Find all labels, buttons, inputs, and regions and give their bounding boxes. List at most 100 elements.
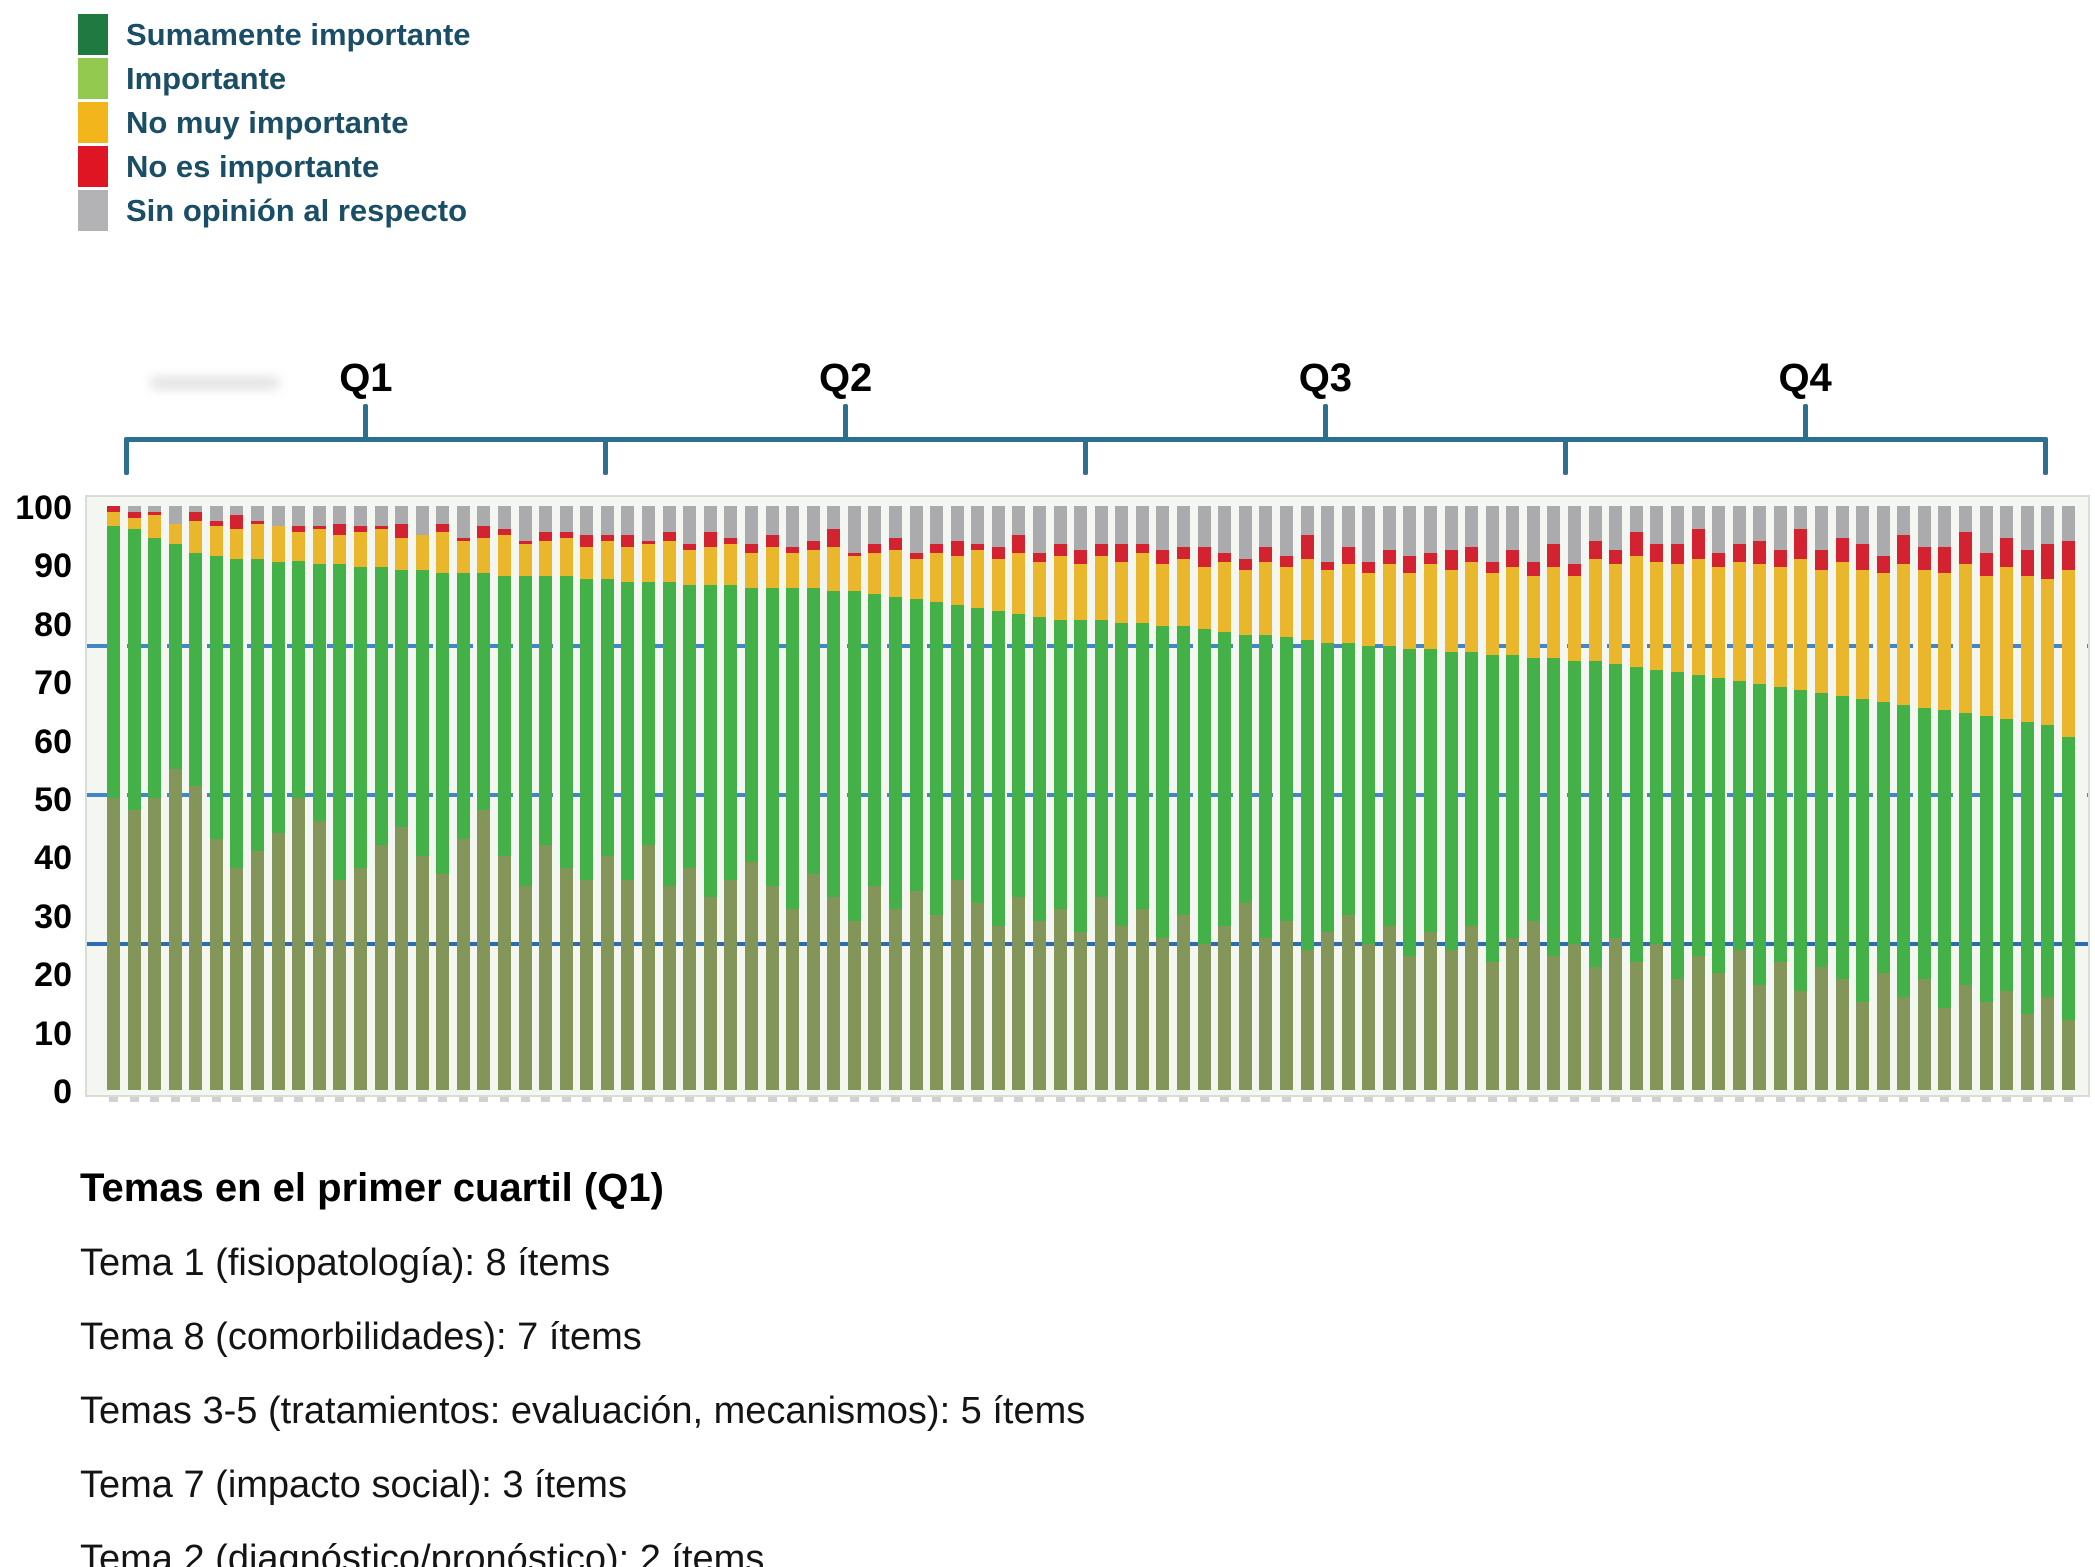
bar-32-seg-2 bbox=[765, 546, 779, 588]
bar-34-seg-3 bbox=[806, 541, 820, 550]
bar-36 bbox=[847, 506, 861, 1102]
bar-72 bbox=[1588, 506, 1602, 1102]
bar-25 bbox=[621, 506, 635, 1102]
bar-17-seg-4 bbox=[456, 506, 470, 539]
bar-90-seg-2 bbox=[1959, 564, 1973, 714]
quartile-label-Q4: Q4 bbox=[1778, 356, 1832, 400]
bar-67-seg-2 bbox=[1485, 573, 1499, 655]
bar-80 bbox=[1753, 506, 1767, 1102]
bar-90-seg-0 bbox=[1959, 984, 1973, 1090]
bar-22-seg-0 bbox=[559, 868, 573, 1090]
bar-30-seg-4 bbox=[724, 506, 738, 539]
x-tickmark-83 bbox=[1816, 1097, 1826, 1102]
bar-69-seg-1 bbox=[1526, 657, 1540, 921]
bar-88-seg-0 bbox=[1917, 979, 1931, 1090]
bar-50-seg-3 bbox=[1135, 543, 1149, 553]
y-tick-100: 100 bbox=[15, 489, 72, 527]
bar-57-seg-2 bbox=[1279, 567, 1293, 638]
footnotes: Temas en el primer cuartil (Q1) Tema 1 (… bbox=[80, 1166, 1085, 1567]
bar-89-seg-1 bbox=[1938, 710, 1952, 1009]
bar-28 bbox=[683, 506, 697, 1102]
bar-18-seg-1 bbox=[477, 573, 491, 810]
bar-35-seg-0 bbox=[827, 897, 841, 1090]
bar-20-seg-0 bbox=[518, 885, 532, 1090]
bar-45-seg-0 bbox=[1033, 920, 1047, 1090]
bar-57-seg-1 bbox=[1279, 637, 1293, 921]
bar-68-seg-0 bbox=[1506, 938, 1520, 1090]
bar-66-seg-3 bbox=[1465, 546, 1479, 562]
bar-45-seg-3 bbox=[1033, 552, 1047, 562]
bar-0-seg-3 bbox=[107, 506, 120, 512]
bar-4 bbox=[189, 506, 203, 1102]
bar-39-seg-3 bbox=[909, 552, 923, 559]
x-tickmark-84 bbox=[1837, 1097, 1847, 1102]
bar-47-seg-4 bbox=[1074, 506, 1088, 550]
legend-swatch-3 bbox=[78, 146, 108, 187]
bar-39-seg-4 bbox=[909, 506, 923, 553]
bar-22-seg-2 bbox=[559, 538, 573, 577]
bar-88-seg-4 bbox=[1917, 506, 1931, 547]
bar-37-seg-0 bbox=[868, 885, 882, 1090]
bar-52-seg-1 bbox=[1177, 625, 1191, 915]
legend-item-1: Importante bbox=[78, 58, 471, 99]
x-tickmark-80 bbox=[1755, 1097, 1765, 1102]
bar-43 bbox=[991, 506, 1005, 1102]
bar-2-seg-2 bbox=[148, 514, 162, 539]
bar-21-seg-3 bbox=[539, 532, 553, 542]
footnotes-list: Tema 1 (fisiopatología): 8 ítems Tema 8 (… bbox=[80, 1242, 1085, 1567]
bar-86-seg-0 bbox=[1876, 973, 1890, 1090]
x-tickmark-36 bbox=[849, 1097, 859, 1102]
bar-7-seg-0 bbox=[251, 850, 265, 1090]
bar-16-seg-1 bbox=[436, 573, 450, 874]
quartile-label-Q3: Q3 bbox=[1298, 356, 1353, 400]
x-tickmark-54 bbox=[1220, 1097, 1230, 1102]
bar-31-seg-3 bbox=[744, 544, 758, 553]
bar-32-seg-0 bbox=[765, 885, 779, 1090]
bar-15-seg-1 bbox=[415, 570, 429, 857]
bar-83 bbox=[1814, 506, 1828, 1102]
bar-2-seg-1 bbox=[148, 538, 162, 798]
bar-49-seg-1 bbox=[1115, 622, 1129, 927]
bar-8-seg-4 bbox=[271, 506, 285, 527]
bar-55 bbox=[1238, 506, 1252, 1102]
bar-52-seg-0 bbox=[1177, 914, 1191, 1090]
x-tickmark-9 bbox=[294, 1097, 304, 1102]
bar-50-seg-0 bbox=[1135, 908, 1149, 1090]
bar-75-seg-4 bbox=[1650, 506, 1664, 544]
bar-91-seg-1 bbox=[1979, 716, 1993, 1003]
bar-90-seg-4 bbox=[1959, 506, 1973, 533]
bar-9-seg-3 bbox=[292, 526, 306, 533]
bar-14-seg-2 bbox=[395, 538, 409, 571]
x-tickmark-11 bbox=[335, 1097, 345, 1102]
bar-23-seg-1 bbox=[580, 579, 594, 880]
x-tickmark-59 bbox=[1323, 1097, 1333, 1102]
y-tick-50: 50 bbox=[34, 781, 72, 819]
bar-91-seg-2 bbox=[1979, 576, 1993, 717]
bar-68-seg-3 bbox=[1506, 549, 1520, 568]
x-tickmark-44 bbox=[1014, 1097, 1024, 1102]
bar-18-seg-3 bbox=[477, 526, 491, 539]
x-tickmark-23 bbox=[582, 1097, 592, 1102]
bar-52-seg-3 bbox=[1177, 546, 1191, 559]
bar-66-seg-1 bbox=[1465, 652, 1479, 927]
bar-81-seg-4 bbox=[1773, 506, 1787, 550]
bar-74-seg-4 bbox=[1629, 506, 1643, 533]
bar-26-seg-0 bbox=[642, 844, 656, 1090]
bar-41 bbox=[950, 506, 964, 1102]
bar-61 bbox=[1362, 506, 1376, 1102]
bar-33 bbox=[786, 506, 800, 1102]
bar-25-seg-1 bbox=[621, 581, 635, 880]
x-tickmark-4 bbox=[191, 1097, 201, 1102]
bar-31-seg-4 bbox=[744, 506, 758, 544]
bar-60-seg-1 bbox=[1341, 643, 1355, 915]
bar-86-seg-3 bbox=[1876, 555, 1890, 574]
bar-82-seg-1 bbox=[1794, 689, 1808, 991]
bar-12-seg-1 bbox=[353, 567, 367, 869]
y-tick-40: 40 bbox=[34, 839, 72, 878]
bar-48-seg-4 bbox=[1094, 506, 1108, 544]
bar-27-seg-1 bbox=[662, 581, 676, 886]
bar-36-seg-4 bbox=[847, 506, 861, 553]
x-tickmark-76 bbox=[1672, 1097, 1682, 1102]
bar-71-seg-1 bbox=[1568, 660, 1582, 944]
x-tickmark-13 bbox=[376, 1097, 386, 1102]
